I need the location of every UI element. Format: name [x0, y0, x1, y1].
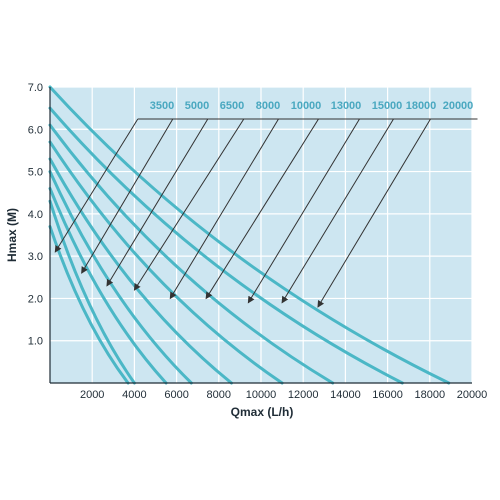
x-axis-label: Qmax (L/h) [231, 405, 294, 419]
y-axis-label: Hmax (M) [5, 208, 19, 262]
x-tick-label: 16000 [372, 389, 403, 401]
curve-6500 [48, 186, 168, 385]
x-tick-label: 6000 [164, 389, 188, 401]
curve-5000 [48, 199, 136, 385]
leader-arrow-20000 [317, 118, 431, 308]
grid-lines [50, 86, 473, 383]
y-tick-label: 3.0 [28, 251, 43, 263]
y-tick-label: 4.0 [28, 209, 43, 221]
x-tick-label: 10000 [246, 389, 277, 401]
legend-label-3500: 3500 [150, 100, 174, 112]
legend-label-20000: 20000 [443, 100, 474, 112]
legend-label-8000: 8000 [256, 100, 280, 112]
leader-arrows [54, 118, 431, 308]
curves [48, 85, 451, 385]
curve-20000 [48, 85, 451, 385]
x-tick-label: 8000 [207, 389, 231, 401]
leader-arrow-8000 [133, 118, 245, 291]
curve-13000 [48, 140, 284, 385]
leader-arrow-10000 [169, 118, 279, 300]
y-axis-ticks: 1.0 2.0 3.0 4.0 5.0 6.0 7.0 [28, 82, 43, 348]
legend-label-10000: 10000 [291, 100, 322, 112]
leader-arrow-3500 [54, 118, 139, 253]
leader-arrow-6500 [106, 118, 209, 287]
x-tick-label: 4000 [122, 389, 146, 401]
x-tick-label: 20000 [457, 389, 488, 401]
leader-arrow-13000 [205, 118, 319, 300]
legend-label-15000: 15000 [372, 100, 403, 112]
legend-label-18000: 18000 [406, 100, 437, 112]
curve-15000 [48, 123, 335, 385]
x-tick-label: 14000 [330, 389, 361, 401]
y-tick-label: 7.0 [28, 82, 43, 94]
curve-8000 [48, 170, 193, 385]
legend-label-13000: 13000 [331, 100, 362, 112]
curve-18000 [48, 106, 404, 385]
y-tick-label: 5.0 [28, 167, 43, 179]
legend: 3500 5000 6500 8000 10000 13000 15000 18000 2000… [137, 100, 478, 120]
y-tick-label: 6.0 [28, 124, 43, 136]
leader-arrow-15000 [247, 118, 360, 304]
leader-arrow-5000 [81, 118, 174, 274]
y-tick-label: 2.0 [28, 293, 43, 305]
legend-label-6500: 6500 [220, 100, 244, 112]
x-tick-label: 12000 [288, 389, 319, 401]
curve-10000 [48, 157, 233, 385]
x-tick-label: 2000 [80, 389, 104, 401]
x-axis-ticks: 2000 4000 6000 8000 10000 12000 14000 16000 1800… [80, 389, 487, 401]
y-tick-label: 1.0 [28, 336, 43, 348]
legend-label-5000: 5000 [185, 100, 209, 112]
leader-arrow-18000 [281, 118, 394, 304]
x-tick-label: 18000 [415, 389, 446, 401]
